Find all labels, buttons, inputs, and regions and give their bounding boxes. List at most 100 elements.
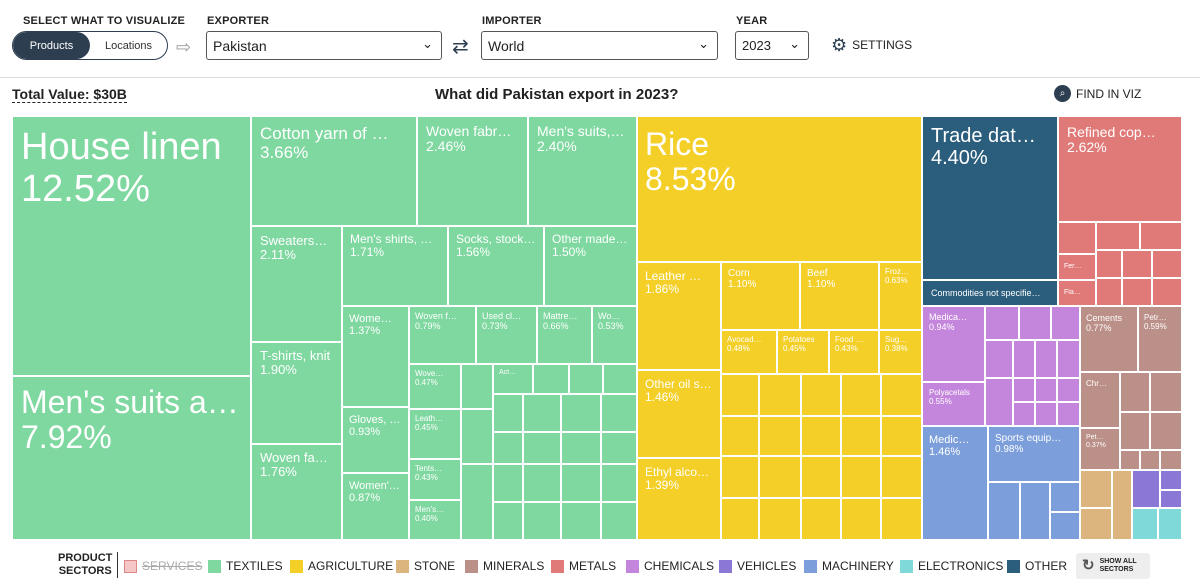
treemap-cell[interactable]: Petr… 0.59% xyxy=(1138,306,1182,372)
treemap-cell[interactable] xyxy=(759,456,801,498)
treemap-cell[interactable] xyxy=(721,498,759,540)
treemap-cell[interactable] xyxy=(1158,508,1182,540)
treemap-cell[interactable]: T-shirts, knit 1.90% xyxy=(251,342,342,444)
treemap-cell[interactable] xyxy=(1122,278,1152,306)
treemap-cell[interactable] xyxy=(1150,412,1182,450)
treemap-cell[interactable]: Wove… 0.47% xyxy=(409,364,461,409)
treemap-cell[interactable]: Sweaters… 2.11% xyxy=(251,226,342,342)
treemap-cell[interactable] xyxy=(881,416,922,456)
treemap-cell[interactable] xyxy=(1132,508,1158,540)
legend-item-agriculture[interactable]: AGRICULTURE xyxy=(290,559,393,573)
treemap-cell[interactable] xyxy=(985,340,1013,378)
treemap-cell[interactable] xyxy=(801,456,841,498)
treemap-cell[interactable] xyxy=(759,374,801,416)
treemap-cell[interactable]: Commodities not specifie… xyxy=(922,280,1058,306)
treemap-cell[interactable] xyxy=(523,394,561,432)
legend-item-textiles[interactable]: TEXTILES xyxy=(208,559,283,573)
treemap-cell[interactable] xyxy=(1112,470,1132,540)
treemap-cell[interactable] xyxy=(1013,340,1035,378)
treemap-cell[interactable]: Rice 8.53% xyxy=(637,116,922,262)
treemap-cell[interactable]: Used cl… 0.73% xyxy=(476,306,537,364)
treemap-cell[interactable] xyxy=(1160,490,1182,508)
treemap-cell[interactable] xyxy=(841,374,881,416)
treemap-cell[interactable] xyxy=(1152,278,1182,306)
treemap-cell[interactable]: House linen 12.52% xyxy=(12,116,251,376)
treemap-cell[interactable] xyxy=(1120,372,1150,412)
treemap-cell[interactable]: Leather … 1.86% xyxy=(637,262,721,370)
treemap-cell[interactable]: Beef 1.10% xyxy=(800,262,879,330)
treemap-cell[interactable] xyxy=(1051,306,1080,340)
treemap-cell[interactable] xyxy=(721,416,759,456)
treemap-cell[interactable] xyxy=(523,502,561,540)
treemap-cell[interactable] xyxy=(493,394,523,432)
exporter-select[interactable]: Pakistan ⌄ xyxy=(206,31,442,60)
treemap-cell[interactable]: Fla… xyxy=(1058,280,1096,306)
year-select[interactable]: 2023 ⌄ xyxy=(735,31,809,60)
treemap-cell[interactable]: Trade dat… 4.40% xyxy=(922,116,1058,280)
treemap-cell[interactable] xyxy=(841,456,881,498)
treemap-cell[interactable] xyxy=(801,416,841,456)
treemap-cell[interactable] xyxy=(759,498,801,540)
treemap-cell[interactable] xyxy=(1150,372,1182,412)
treemap-cell[interactable]: Woven f… 0.79% xyxy=(409,306,476,364)
treemap-cell[interactable]: Medic… 1.46% xyxy=(922,426,988,540)
treemap-cell[interactable] xyxy=(1096,250,1122,278)
treemap-cell[interactable] xyxy=(1058,222,1096,254)
treemap-cell[interactable] xyxy=(759,416,801,456)
treemap-cell[interactable] xyxy=(523,432,561,464)
treemap-cell[interactable]: Refined cop… 2.62% xyxy=(1058,116,1182,222)
treemap-cell[interactable]: Men's… 0.40% xyxy=(409,500,461,540)
treemap-cell[interactable]: Food … 0.43% xyxy=(829,330,879,374)
legend-item-machinery[interactable]: MACHINERY xyxy=(804,559,894,573)
treemap-cell[interactable]: Woven fab… 1.76% xyxy=(251,444,342,540)
treemap-cell[interactable] xyxy=(721,374,759,416)
treemap-cell[interactable]: Men's suits,… 2.40% xyxy=(528,116,637,226)
treemap-cell[interactable]: Froz… 0.63% xyxy=(879,262,922,330)
treemap-cell[interactable] xyxy=(881,456,922,498)
treemap-cell[interactable] xyxy=(1160,450,1182,470)
treemap-cell[interactable] xyxy=(1035,340,1057,378)
treemap-cell[interactable] xyxy=(461,409,493,464)
treemap-cell[interactable] xyxy=(1096,278,1122,306)
treemap-cell[interactable] xyxy=(601,502,637,540)
settings-button[interactable]: ⚙ SETTINGS xyxy=(831,36,912,54)
legend-item-minerals[interactable]: MINERALS xyxy=(465,559,544,573)
treemap-cell[interactable] xyxy=(523,464,561,502)
treemap-cell[interactable] xyxy=(1120,412,1150,450)
treemap-cell[interactable] xyxy=(1035,378,1057,402)
legend-item-electronics[interactable]: ELECTRONICS xyxy=(900,559,1003,573)
treemap-cell[interactable] xyxy=(533,364,569,394)
treemap-cell[interactable]: Men's suits a… 7.92% xyxy=(12,376,251,540)
treemap-cell[interactable] xyxy=(801,498,841,540)
treemap-cell[interactable] xyxy=(561,464,601,502)
treemap-cell[interactable] xyxy=(1120,450,1140,470)
treemap-cell[interactable]: Leath… 0.45% xyxy=(409,409,461,459)
legend-item-other[interactable]: OTHER xyxy=(1007,559,1067,573)
treemap-cell[interactable]: Fer… xyxy=(1058,254,1096,280)
treemap-cell[interactable]: Sug… 0.38% xyxy=(879,330,922,374)
legend-item-services[interactable]: SERVICES xyxy=(124,559,202,573)
locations-toggle-button[interactable]: Locations xyxy=(104,39,153,52)
treemap-cell[interactable] xyxy=(569,364,603,394)
treemap-cell[interactable] xyxy=(801,374,841,416)
products-toggle-button[interactable]: Products xyxy=(13,32,90,59)
treemap-cell[interactable] xyxy=(841,416,881,456)
treemap-cell[interactable] xyxy=(1096,222,1140,250)
treemap-cell[interactable]: Other oil s… 1.46% xyxy=(637,370,721,458)
treemap-cell[interactable]: Men's shirts, … 1.71% xyxy=(342,226,448,306)
treemap-cell[interactable] xyxy=(1080,508,1112,540)
treemap-cell[interactable] xyxy=(561,502,601,540)
treemap-cell[interactable]: Polyacetals 0.55% xyxy=(922,382,985,426)
treemap-cell[interactable] xyxy=(493,432,523,464)
treemap-cell[interactable]: Medica… 0.94% xyxy=(922,306,985,382)
treemap-cell[interactable] xyxy=(1020,482,1050,540)
treemap-cell[interactable]: Wome… 1.37% xyxy=(342,306,409,407)
treemap-cell[interactable]: Socks, stock… 1.56% xyxy=(448,226,544,306)
treemap-cell[interactable] xyxy=(988,482,1020,540)
legend-item-chemicals[interactable]: CHEMICALS xyxy=(626,559,714,573)
treemap-cell[interactable] xyxy=(461,364,493,409)
find-in-viz-button[interactable]: ⌕ FIND IN VIZ xyxy=(1054,85,1141,102)
treemap-cell[interactable]: Gloves, … 0.93% xyxy=(342,407,409,473)
treemap-cell[interactable] xyxy=(1057,378,1080,402)
treemap-cell[interactable] xyxy=(1013,402,1035,426)
